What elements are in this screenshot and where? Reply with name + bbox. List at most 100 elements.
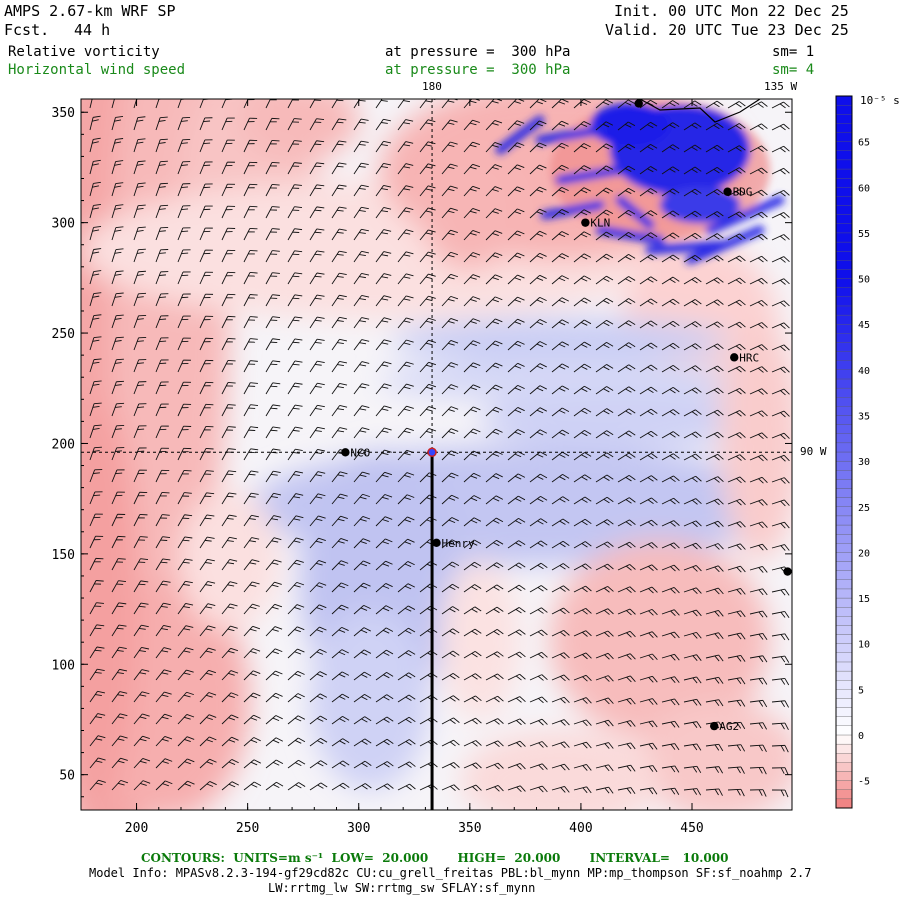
wind-barb — [485, 473, 503, 483]
forecast-label: Fcst. — [4, 21, 50, 39]
wind-barb — [749, 722, 768, 730]
wind-barb — [705, 211, 724, 219]
colorbar-tick-label: 15 — [858, 594, 870, 605]
wind-barb — [551, 319, 570, 329]
wind-barb — [199, 758, 217, 769]
wind-barb — [353, 649, 372, 659]
colorbar-bin — [835, 625, 853, 635]
wind-barb — [287, 715, 306, 725]
wind-barb — [331, 427, 348, 439]
wind-barb — [133, 337, 147, 351]
wind-barb — [507, 562, 526, 571]
wind-barb — [375, 649, 394, 659]
wind-barb — [265, 272, 280, 285]
wind-barb — [375, 761, 394, 769]
colorbar-bin — [835, 251, 853, 261]
wind-barb — [353, 671, 372, 681]
colorbar-tick-label: 0 — [858, 731, 864, 742]
wind-barb — [419, 119, 436, 131]
wind-barb — [265, 360, 281, 373]
plot-frame — [80, 98, 793, 811]
wind-barb — [397, 251, 414, 263]
wind-barb — [639, 475, 658, 483]
wind-barb — [89, 137, 101, 153]
wind-barb — [89, 203, 102, 219]
wind-barb — [639, 166, 658, 175]
wind-barb — [551, 120, 569, 131]
wind-barb — [727, 145, 746, 153]
wind-barb — [397, 229, 414, 241]
wind-barb — [111, 424, 125, 439]
wind-barb — [155, 182, 169, 197]
wind-barb — [463, 495, 481, 505]
wind-barb — [397, 427, 414, 439]
wind-barb — [419, 185, 436, 197]
wind-barb — [441, 695, 460, 703]
wind-barb — [529, 696, 548, 704]
wind-barb — [529, 230, 547, 241]
wind-barb — [397, 472, 415, 483]
field1-smoothing: sm= 1 — [772, 44, 815, 60]
wind-barb — [507, 718, 526, 726]
wind-barb — [749, 789, 767, 797]
wind-barb — [463, 740, 482, 747]
lon-135w-label: 135 W — [764, 80, 798, 93]
wind-barb — [727, 476, 746, 484]
wind-barb — [617, 742, 636, 750]
colorbar-bin — [835, 159, 853, 170]
wind-barb — [617, 430, 636, 439]
wind-barb — [441, 141, 458, 153]
wind-barb — [529, 142, 547, 153]
colorbar-bin — [835, 716, 853, 726]
wind-barb — [551, 209, 569, 219]
wind-barb — [199, 117, 213, 131]
wind-barb — [617, 586, 636, 593]
wind-barb — [639, 519, 658, 527]
wind-barb — [89, 358, 102, 373]
wind-barb — [573, 452, 592, 461]
wind-barb — [661, 676, 680, 683]
colorbar-bin — [835, 506, 853, 517]
wind-barb — [771, 322, 790, 330]
wind-barb — [727, 699, 746, 707]
wind-barb — [309, 99, 322, 109]
wind-barb — [221, 625, 238, 637]
wind-barb — [397, 317, 414, 329]
wind-barb — [397, 339, 414, 351]
y-tick-label: 300 — [52, 217, 75, 232]
y-tick-label: 200 — [52, 437, 75, 452]
wind-barb — [639, 254, 658, 263]
wind-barb — [529, 651, 548, 659]
wind-barb — [155, 758, 173, 769]
wind-barb — [111, 624, 127, 637]
wind-barb — [595, 608, 614, 615]
wind-barb — [155, 138, 168, 153]
wind-barb — [221, 161, 235, 175]
wind-barb — [243, 537, 260, 549]
wind-barb — [683, 188, 702, 197]
wind-barb — [353, 140, 369, 153]
wind-barb — [441, 628, 460, 637]
wind-barb — [199, 514, 215, 527]
wind-barb — [683, 698, 702, 706]
wind-barb — [617, 474, 636, 483]
wind-barb — [617, 231, 636, 241]
colorbar-bin — [835, 798, 853, 809]
wind-barb — [463, 762, 482, 769]
wind-barb — [353, 493, 370, 505]
wind-barb — [111, 469, 125, 483]
wind-barb — [463, 141, 480, 153]
wind-barb — [309, 140, 325, 153]
wind-barb — [595, 742, 614, 749]
wind-barb — [507, 473, 526, 483]
wind-barb — [199, 558, 215, 571]
wind-barb — [353, 716, 372, 725]
wind-barb — [771, 499, 790, 507]
wind-barb — [705, 144, 724, 153]
colorbar-bin — [835, 415, 853, 425]
wind-barb — [331, 272, 347, 285]
wind-barb — [287, 250, 303, 263]
wind-barb — [199, 381, 214, 395]
colorbar-tick-label: -5 — [858, 777, 870, 788]
wind-barb — [661, 787, 680, 795]
